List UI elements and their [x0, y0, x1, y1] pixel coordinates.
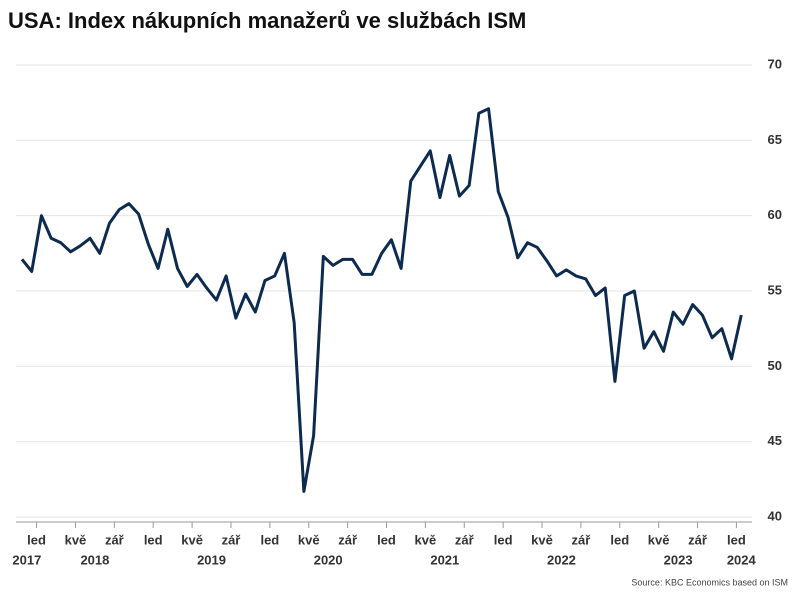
x-group-label: 2023	[664, 552, 693, 567]
x-tick-label: led	[610, 532, 629, 547]
x-group-label: 2017	[12, 552, 41, 567]
source: Source: KBC Economics based on ISM	[631, 577, 788, 587]
x-tick-label: led	[144, 532, 163, 547]
x-tick-label: kvě	[65, 532, 87, 547]
x-tick-label: led	[377, 532, 396, 547]
x-tick-label: kvě	[181, 532, 203, 547]
x-tick-label: led	[260, 532, 279, 547]
y-tick-label: 55	[768, 282, 782, 297]
y-tick-label: 40	[768, 508, 782, 523]
y-tick-label: 70	[768, 56, 782, 71]
x-tick-label: kvě	[531, 532, 553, 547]
x-group-label: 2019	[197, 552, 226, 567]
x-group-label: 2024	[727, 552, 757, 567]
x-tick-label: zář	[105, 532, 125, 547]
y-tick-label: 60	[768, 207, 782, 222]
x-tick-label: zář	[338, 532, 358, 547]
y-tick-label: 50	[768, 358, 782, 373]
x-tick-label: zář	[572, 532, 592, 547]
x-tick-label: kvě	[415, 532, 437, 547]
x-tick-label: led	[727, 532, 746, 547]
x-tick-label: led	[27, 532, 46, 547]
x-tick-label: zář	[455, 532, 475, 547]
y-tick-label: 65	[768, 132, 782, 147]
x-tick-label: zář	[688, 532, 708, 547]
y-tick-label: 45	[768, 433, 782, 448]
x-group-label: 2018	[80, 552, 109, 567]
x-tick-label: kvě	[298, 532, 320, 547]
chart-title: USA: Index nákupních manažerů ve službác…	[8, 8, 526, 33]
x-tick-label: kvě	[648, 532, 670, 547]
line	[20, 107, 743, 493]
x-tick-label: led	[494, 532, 513, 547]
x-group-label: 2022	[547, 552, 576, 567]
x-group-label: 2020	[314, 552, 343, 567]
x-tick-label: zář	[222, 532, 242, 547]
x-group-label: 2021	[430, 552, 459, 567]
